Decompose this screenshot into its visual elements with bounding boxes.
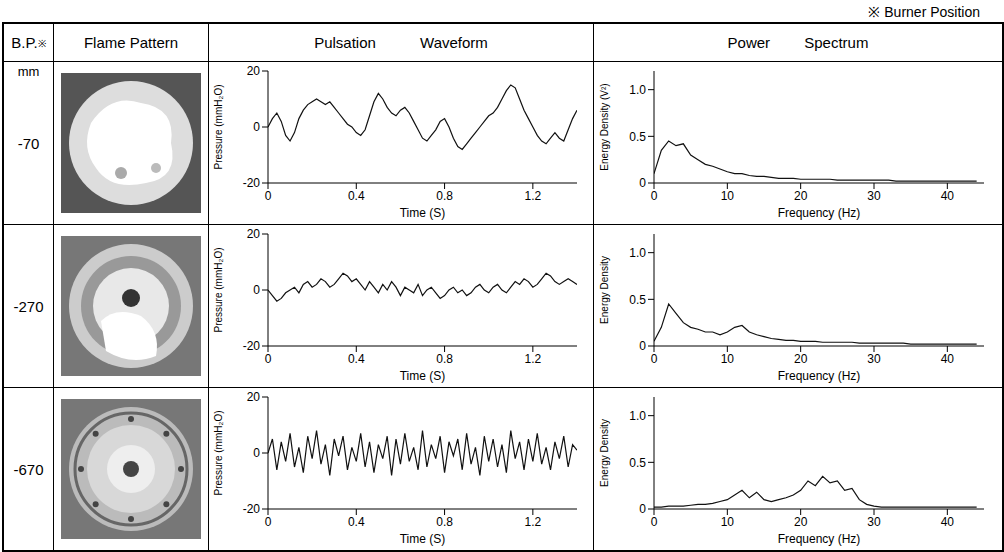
svg-text:0.8: 0.8: [436, 352, 453, 366]
svg-text:30: 30: [867, 189, 881, 203]
svg-text:0.4: 0.4: [347, 515, 364, 529]
svg-text:-20: -20: [242, 339, 260, 353]
svg-text:20: 20: [794, 189, 808, 203]
svg-text:1.0: 1.0: [629, 409, 646, 423]
svg-text:0: 0: [253, 446, 260, 460]
html-text:mm: mm: [17, 64, 40, 79]
html-text:-70: -70: [17, 134, 40, 152]
svg-text:Frequency (Hz): Frequency (Hz): [778, 532, 861, 546]
svg-text:10: 10: [721, 352, 735, 366]
svg-text:30: 30: [867, 515, 881, 529]
svg-text:0.4: 0.4: [347, 189, 364, 203]
svg-text:40: 40: [941, 189, 955, 203]
svg-text:10: 10: [721, 189, 735, 203]
html-text:Power Spectrum: Power Spectrum: [727, 34, 869, 51]
svg-text:20: 20: [794, 352, 808, 366]
svg-text:Pressure (mmH₂O): Pressure (mmH₂O): [212, 85, 223, 170]
svg-text:30: 30: [867, 352, 881, 366]
svg-text:0.8: 0.8: [436, 189, 453, 203]
svg-text:10: 10: [721, 515, 735, 529]
svg-text:0: 0: [651, 515, 658, 529]
svg-text:0: 0: [651, 189, 658, 203]
svg-text:20: 20: [246, 228, 260, 241]
svg-text:1.2: 1.2: [524, 189, 541, 203]
svg-text:0: 0: [264, 515, 271, 529]
svg-text:20: 20: [246, 391, 260, 404]
svg-text:1.0: 1.0: [629, 246, 646, 260]
svg-text:40: 40: [941, 352, 955, 366]
svg-text:Time (S): Time (S): [399, 206, 445, 220]
html-text:Flame Pattern: Flame Pattern: [83, 34, 179, 51]
svg-text:Energy Density: Energy Density: [599, 419, 610, 487]
svg-text:1.2: 1.2: [524, 352, 541, 366]
svg-text:0: 0: [253, 283, 260, 297]
svg-text:0: 0: [639, 339, 646, 353]
svg-text:40: 40: [941, 515, 955, 529]
svg-text:0: 0: [253, 120, 260, 134]
svg-text:0: 0: [264, 352, 271, 366]
svg-text:Time (S): Time (S): [399, 532, 445, 546]
svg-text:-20: -20: [242, 176, 260, 190]
svg-text:20: 20: [246, 65, 260, 78]
svg-text:0.5: 0.5: [629, 456, 646, 470]
svg-text:0: 0: [639, 502, 646, 516]
svg-text:0.4: 0.4: [347, 352, 364, 366]
html-text:B.P.※: B.P.※: [11, 34, 46, 51]
html-text:Pulsation Waveform: Pulsation Waveform: [314, 34, 488, 51]
svg-text:0: 0: [639, 176, 646, 190]
html-text:-270: -270: [13, 297, 44, 315]
svg-text:0: 0: [651, 352, 658, 366]
svg-text:Energy Density (V²): Energy Density (V²): [599, 83, 610, 170]
svg-text:20: 20: [794, 515, 808, 529]
svg-text:0: 0: [264, 189, 271, 203]
html-text:※ Burner Position: ※ Burner Position: [868, 4, 980, 20]
svg-text:Pressure (mmH₂O): Pressure (mmH₂O): [212, 411, 223, 496]
svg-text:Pressure (mmH₂O): Pressure (mmH₂O): [212, 248, 223, 333]
html-text:-670: -670: [13, 460, 44, 478]
svg-text:Frequency (Hz): Frequency (Hz): [778, 369, 861, 383]
svg-text:Energy Density: Energy Density: [599, 256, 610, 324]
svg-text:1.0: 1.0: [629, 83, 646, 97]
svg-text:0.8: 0.8: [436, 515, 453, 529]
svg-text:Time (S): Time (S): [399, 369, 445, 383]
svg-text:0.5: 0.5: [629, 293, 646, 307]
svg-text:Frequency (Hz): Frequency (Hz): [778, 206, 861, 220]
svg-text:1.2: 1.2: [524, 515, 541, 529]
svg-text:-20: -20: [242, 502, 260, 516]
svg-text:0.5: 0.5: [629, 130, 646, 144]
